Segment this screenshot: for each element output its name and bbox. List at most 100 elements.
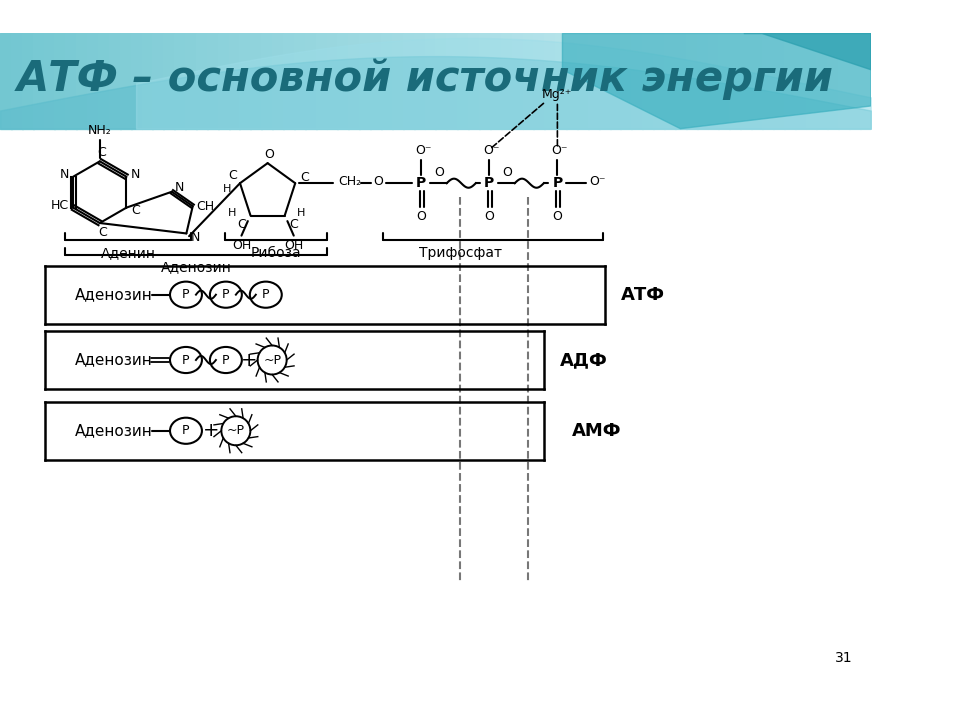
Text: АМФ: АМФ (571, 422, 621, 440)
Bar (153, 33, 164, 129)
Text: P: P (182, 354, 190, 366)
Bar (108, 33, 121, 129)
Text: Mg²⁺: Mg²⁺ (542, 88, 572, 101)
Bar (675, 33, 686, 129)
Bar (685, 33, 698, 129)
Bar (283, 33, 295, 129)
Bar (501, 33, 513, 129)
Bar (403, 33, 415, 129)
Bar (479, 33, 491, 129)
Text: P: P (484, 176, 494, 190)
Bar (326, 33, 338, 129)
Text: O⁻: O⁻ (551, 144, 567, 157)
Bar (43, 33, 56, 129)
Bar (805, 33, 817, 129)
Bar (718, 33, 731, 129)
Bar (490, 33, 502, 129)
Bar (620, 33, 633, 129)
Bar (239, 33, 252, 129)
Bar (730, 33, 741, 129)
Bar (436, 33, 447, 129)
Text: Рибоза: Рибоза (251, 246, 301, 260)
Bar (708, 33, 719, 129)
Text: C: C (237, 218, 246, 231)
Bar (261, 33, 273, 129)
Bar (316, 33, 327, 129)
Bar (544, 33, 556, 129)
Text: C: C (289, 218, 299, 231)
Text: АТФ – основной источник энергии: АТФ – основной источник энергии (16, 58, 833, 100)
Text: P: P (417, 176, 426, 190)
Text: Аденозин: Аденозин (160, 261, 231, 274)
Text: C: C (98, 225, 107, 238)
Text: H: H (228, 208, 236, 218)
Bar (828, 33, 839, 129)
Text: HC: HC (51, 199, 68, 212)
Bar (305, 33, 317, 129)
Bar (120, 33, 132, 129)
Text: O⁻: O⁻ (589, 175, 606, 188)
Bar (33, 33, 44, 129)
Text: N: N (175, 181, 183, 194)
Text: O: O (265, 148, 275, 161)
Bar (860, 33, 872, 129)
Bar (424, 33, 437, 129)
Text: C: C (97, 145, 106, 159)
Text: P: P (182, 424, 190, 437)
Bar (11, 33, 23, 129)
Text: O: O (502, 166, 513, 179)
Bar (294, 33, 305, 129)
Bar (783, 33, 796, 129)
Text: O⁻: O⁻ (415, 144, 431, 157)
Bar (381, 33, 393, 129)
Text: АТФ: АТФ (621, 286, 665, 304)
Bar (65, 33, 77, 129)
Bar (87, 33, 99, 129)
Text: N: N (131, 168, 140, 181)
Bar (251, 33, 262, 129)
Text: CH: CH (197, 199, 214, 212)
Text: O: O (552, 210, 563, 223)
Text: N: N (191, 232, 200, 245)
Text: H: H (223, 184, 231, 194)
Bar (218, 33, 229, 129)
Text: C: C (300, 171, 309, 184)
Bar (610, 33, 621, 129)
Text: Аденозин: Аденозин (75, 287, 153, 302)
Bar (446, 33, 458, 129)
Bar (22, 33, 34, 129)
Text: Аденин: Аденин (101, 246, 156, 260)
Bar (599, 33, 611, 129)
Text: Аденозин: Аденозин (75, 423, 153, 438)
Bar (566, 33, 578, 129)
Bar (272, 33, 284, 129)
Text: O: O (435, 166, 444, 179)
Bar (697, 33, 708, 129)
Bar (632, 33, 643, 129)
Bar (0, 33, 12, 129)
Bar (206, 33, 219, 129)
Text: C: C (228, 169, 237, 182)
Bar (773, 33, 784, 129)
Text: P: P (222, 288, 229, 301)
Text: O: O (373, 175, 384, 188)
Bar (642, 33, 654, 129)
Text: АДФ: АДФ (560, 351, 608, 369)
Bar (392, 33, 404, 129)
Bar (512, 33, 523, 129)
Bar (762, 33, 774, 129)
Bar (534, 33, 545, 129)
Bar (228, 33, 240, 129)
Bar (664, 33, 676, 129)
Text: NH₂: NH₂ (88, 124, 111, 137)
Bar (196, 33, 207, 129)
Bar (751, 33, 763, 129)
Text: C: C (132, 204, 140, 217)
Text: P: P (222, 354, 229, 366)
Bar (795, 33, 806, 129)
Text: CH₂: CH₂ (338, 175, 361, 188)
Text: ~P: ~P (227, 424, 245, 437)
Bar (577, 33, 588, 129)
Polygon shape (563, 33, 871, 129)
Text: +: + (241, 351, 257, 369)
